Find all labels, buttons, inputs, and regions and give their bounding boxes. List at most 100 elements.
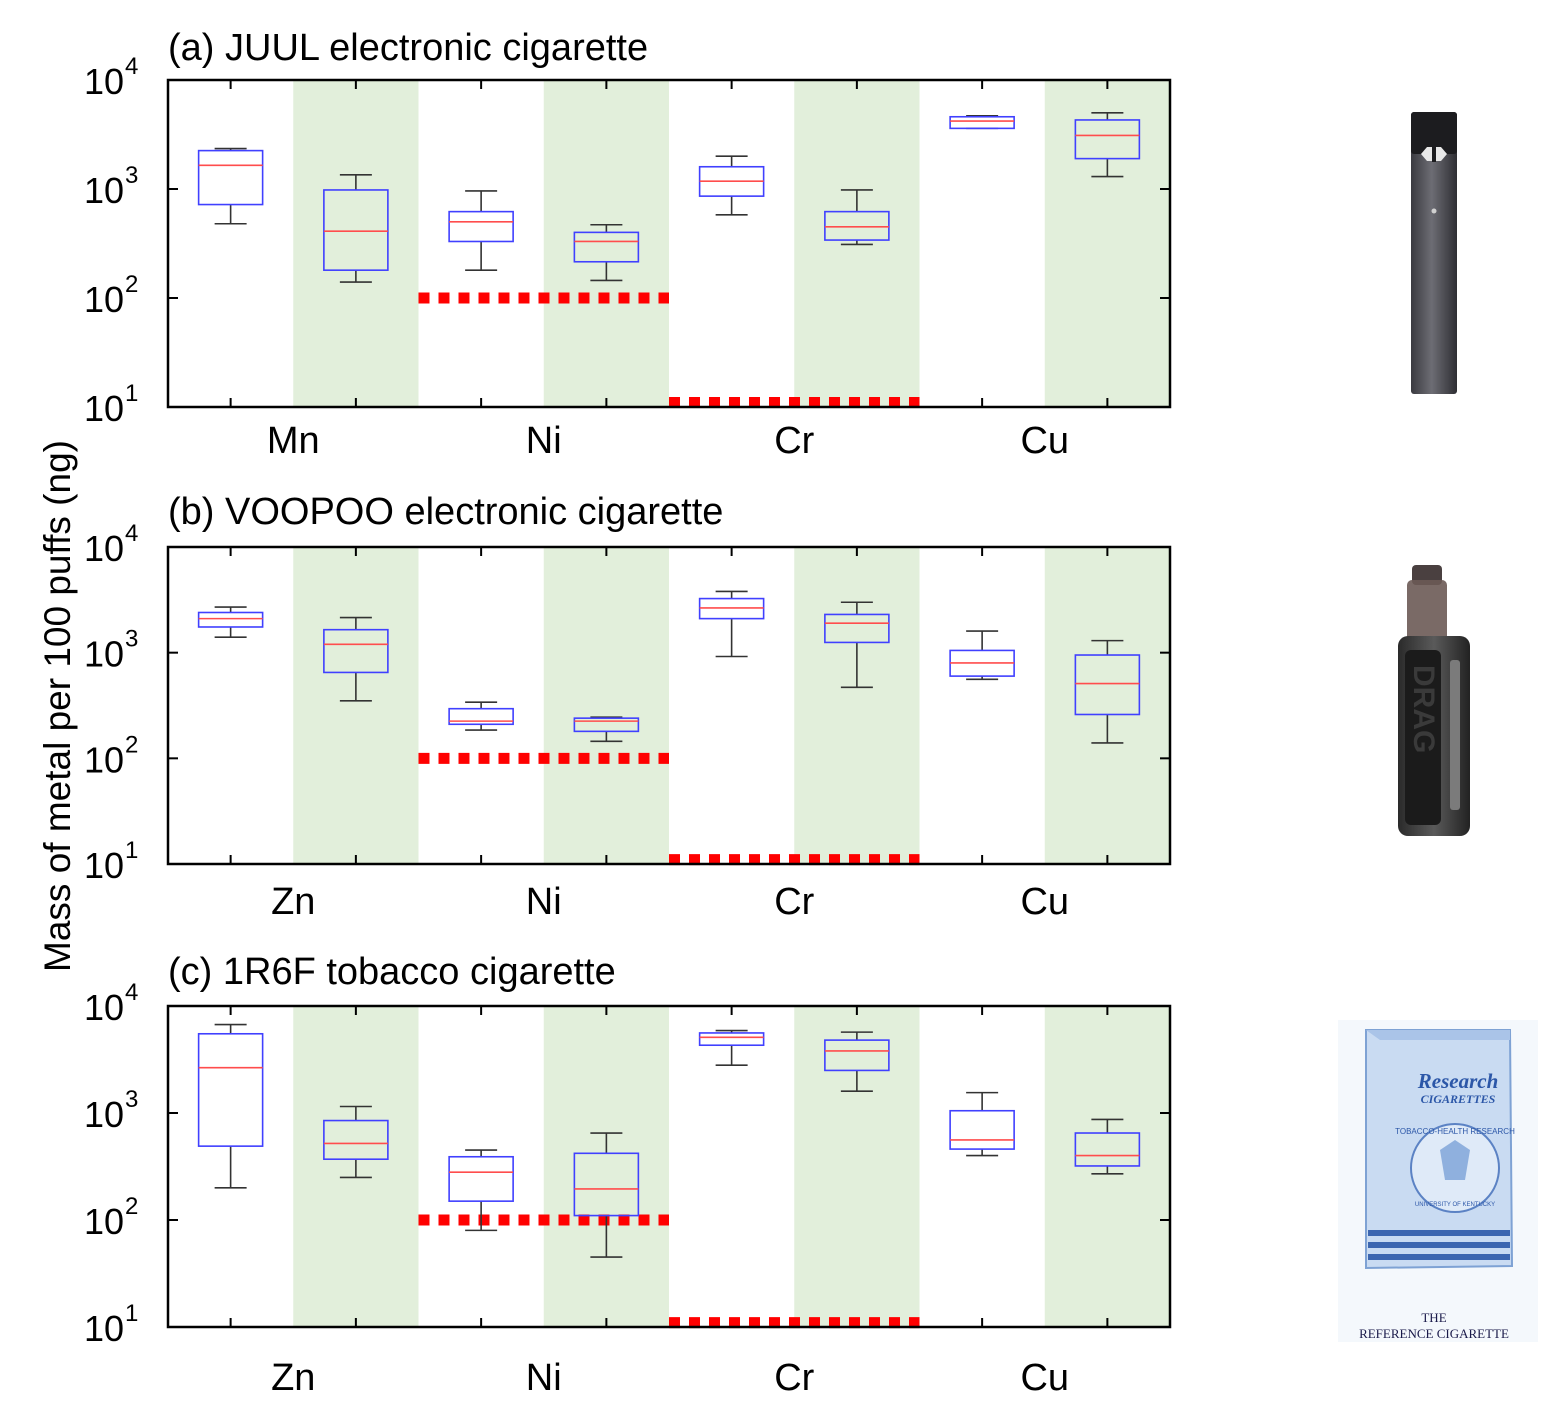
- y-tick-exponent: 4: [125, 979, 138, 1006]
- shaded-column: [1044, 80, 1170, 407]
- box-iqr: [1074, 119, 1141, 160]
- box-iqr: [197, 149, 264, 206]
- box-7: [949, 630, 1015, 681]
- y-tick-label: 10: [84, 987, 124, 1028]
- box-iqr: [448, 1155, 514, 1202]
- y-tick-exponent: 2: [125, 271, 138, 298]
- panel-title: (a) JUUL electronic cigarette: [168, 27, 648, 69]
- y-tick-label: 10: [84, 528, 124, 569]
- box-7: [949, 114, 1015, 130]
- box-1: [197, 606, 264, 639]
- y-tick-exponent: 1: [125, 837, 138, 864]
- box-iqr: [949, 1109, 1015, 1150]
- box-iqr: [949, 115, 1015, 130]
- shared-ylabel: Mass of metal per 100 puffs (ng): [37, 440, 78, 972]
- research-cigarettes-pack-photo: Research CIGARETTES TOBACCO-HEALTH RESEA…: [1338, 1020, 1538, 1342]
- box-3: [448, 701, 514, 731]
- y-tick-label: 10: [84, 1094, 124, 1135]
- box-iqr: [323, 628, 389, 674]
- y-tick-exponent: 3: [125, 162, 138, 189]
- y-tick-exponent: 1: [125, 380, 138, 407]
- box-8: [1074, 112, 1141, 178]
- y-tick-label: 10: [84, 170, 124, 211]
- box-2: [323, 616, 389, 702]
- axes-frame: [166, 78, 1172, 409]
- y-tick-label: 10: [84, 388, 124, 429]
- box-iqr: [323, 189, 389, 271]
- y-tick-label: 10: [84, 845, 124, 886]
- category-label: Cr: [774, 420, 814, 462]
- box-5: [698, 155, 765, 216]
- shaded-column: [543, 80, 669, 407]
- box-7: [949, 1091, 1015, 1157]
- category-label: Ni: [526, 1357, 562, 1399]
- box-iqr: [1074, 654, 1141, 716]
- box-2: [323, 1105, 389, 1179]
- y-tick-exponent: 4: [125, 53, 138, 80]
- box-6: [824, 1031, 890, 1092]
- y-tick-exponent: 3: [125, 1086, 138, 1113]
- pack-caption-2: REFERENCE CIGARETTE: [1359, 1326, 1509, 1341]
- box-5: [698, 590, 765, 658]
- box-iqr: [197, 1032, 264, 1147]
- shaded-column: [293, 547, 419, 864]
- y-tick-exponent: 3: [125, 626, 138, 653]
- box-8: [1074, 639, 1141, 744]
- shaded-column: [1044, 547, 1170, 864]
- box-8: [1074, 1118, 1141, 1175]
- pack-seal: TOBACCO-HEALTH RESEARCH: [1395, 1127, 1515, 1136]
- panel-title: (b) VOOPOO electronic cigarette: [168, 491, 723, 533]
- shaded-column: [293, 80, 419, 407]
- box-iqr: [824, 613, 890, 644]
- pack-seal-2: UNIVERSITY OF KENTUCKY: [1415, 1202, 1495, 1208]
- box-iqr: [1074, 1132, 1141, 1167]
- y-tick-exponent: 4: [125, 520, 138, 547]
- juul-device-photo: [1411, 112, 1457, 394]
- box-3: [448, 190, 514, 271]
- box-iqr: [448, 210, 514, 243]
- pack-brand-2: CIGARETTES: [1421, 1092, 1496, 1106]
- y-tick-label: 10: [84, 1308, 124, 1349]
- box-2: [323, 173, 389, 283]
- category-label: Ni: [526, 420, 562, 462]
- box-1: [197, 147, 264, 225]
- box-iqr: [573, 231, 640, 263]
- axes-frame: [166, 1004, 1172, 1329]
- shaded-column: [543, 547, 669, 864]
- box-iqr: [824, 1039, 890, 1072]
- box-6: [824, 601, 890, 689]
- y-tick-label: 10: [84, 634, 124, 675]
- voopoo-device-label: DRAG: [1407, 665, 1440, 753]
- voopoo-device-photo: DRAG: [1398, 565, 1470, 836]
- box-4: [573, 1132, 640, 1258]
- box-4: [573, 716, 640, 743]
- box-iqr: [824, 210, 890, 241]
- box-iqr: [197, 611, 264, 628]
- category-label: Ni: [526, 881, 562, 923]
- shaded-column: [794, 547, 920, 864]
- y-tick-exponent: 2: [125, 1193, 138, 1220]
- box-5: [698, 1029, 765, 1066]
- y-tick-label: 10: [84, 1201, 124, 1242]
- panel-title: (c) 1R6F tobacco cigarette: [168, 951, 616, 993]
- category-label: Cu: [1020, 1357, 1069, 1399]
- pack-caption-1: THE: [1421, 1310, 1446, 1325]
- box-iqr: [323, 1119, 389, 1161]
- category-label: Cr: [774, 1357, 814, 1399]
- axes-frame: [166, 545, 1172, 866]
- box-iqr: [698, 1032, 765, 1047]
- box-4: [573, 223, 640, 282]
- box-iqr: [573, 1152, 640, 1217]
- box-iqr: [448, 707, 514, 726]
- box-3: [448, 1149, 514, 1232]
- category-label: Zn: [271, 881, 315, 923]
- shaded-column: [794, 1006, 920, 1327]
- category-label: Cu: [1020, 881, 1069, 923]
- y-tick-label: 10: [84, 279, 124, 320]
- box-iqr: [573, 717, 640, 733]
- y-tick-exponent: 2: [125, 731, 138, 758]
- y-tick-exponent: 1: [125, 1300, 138, 1327]
